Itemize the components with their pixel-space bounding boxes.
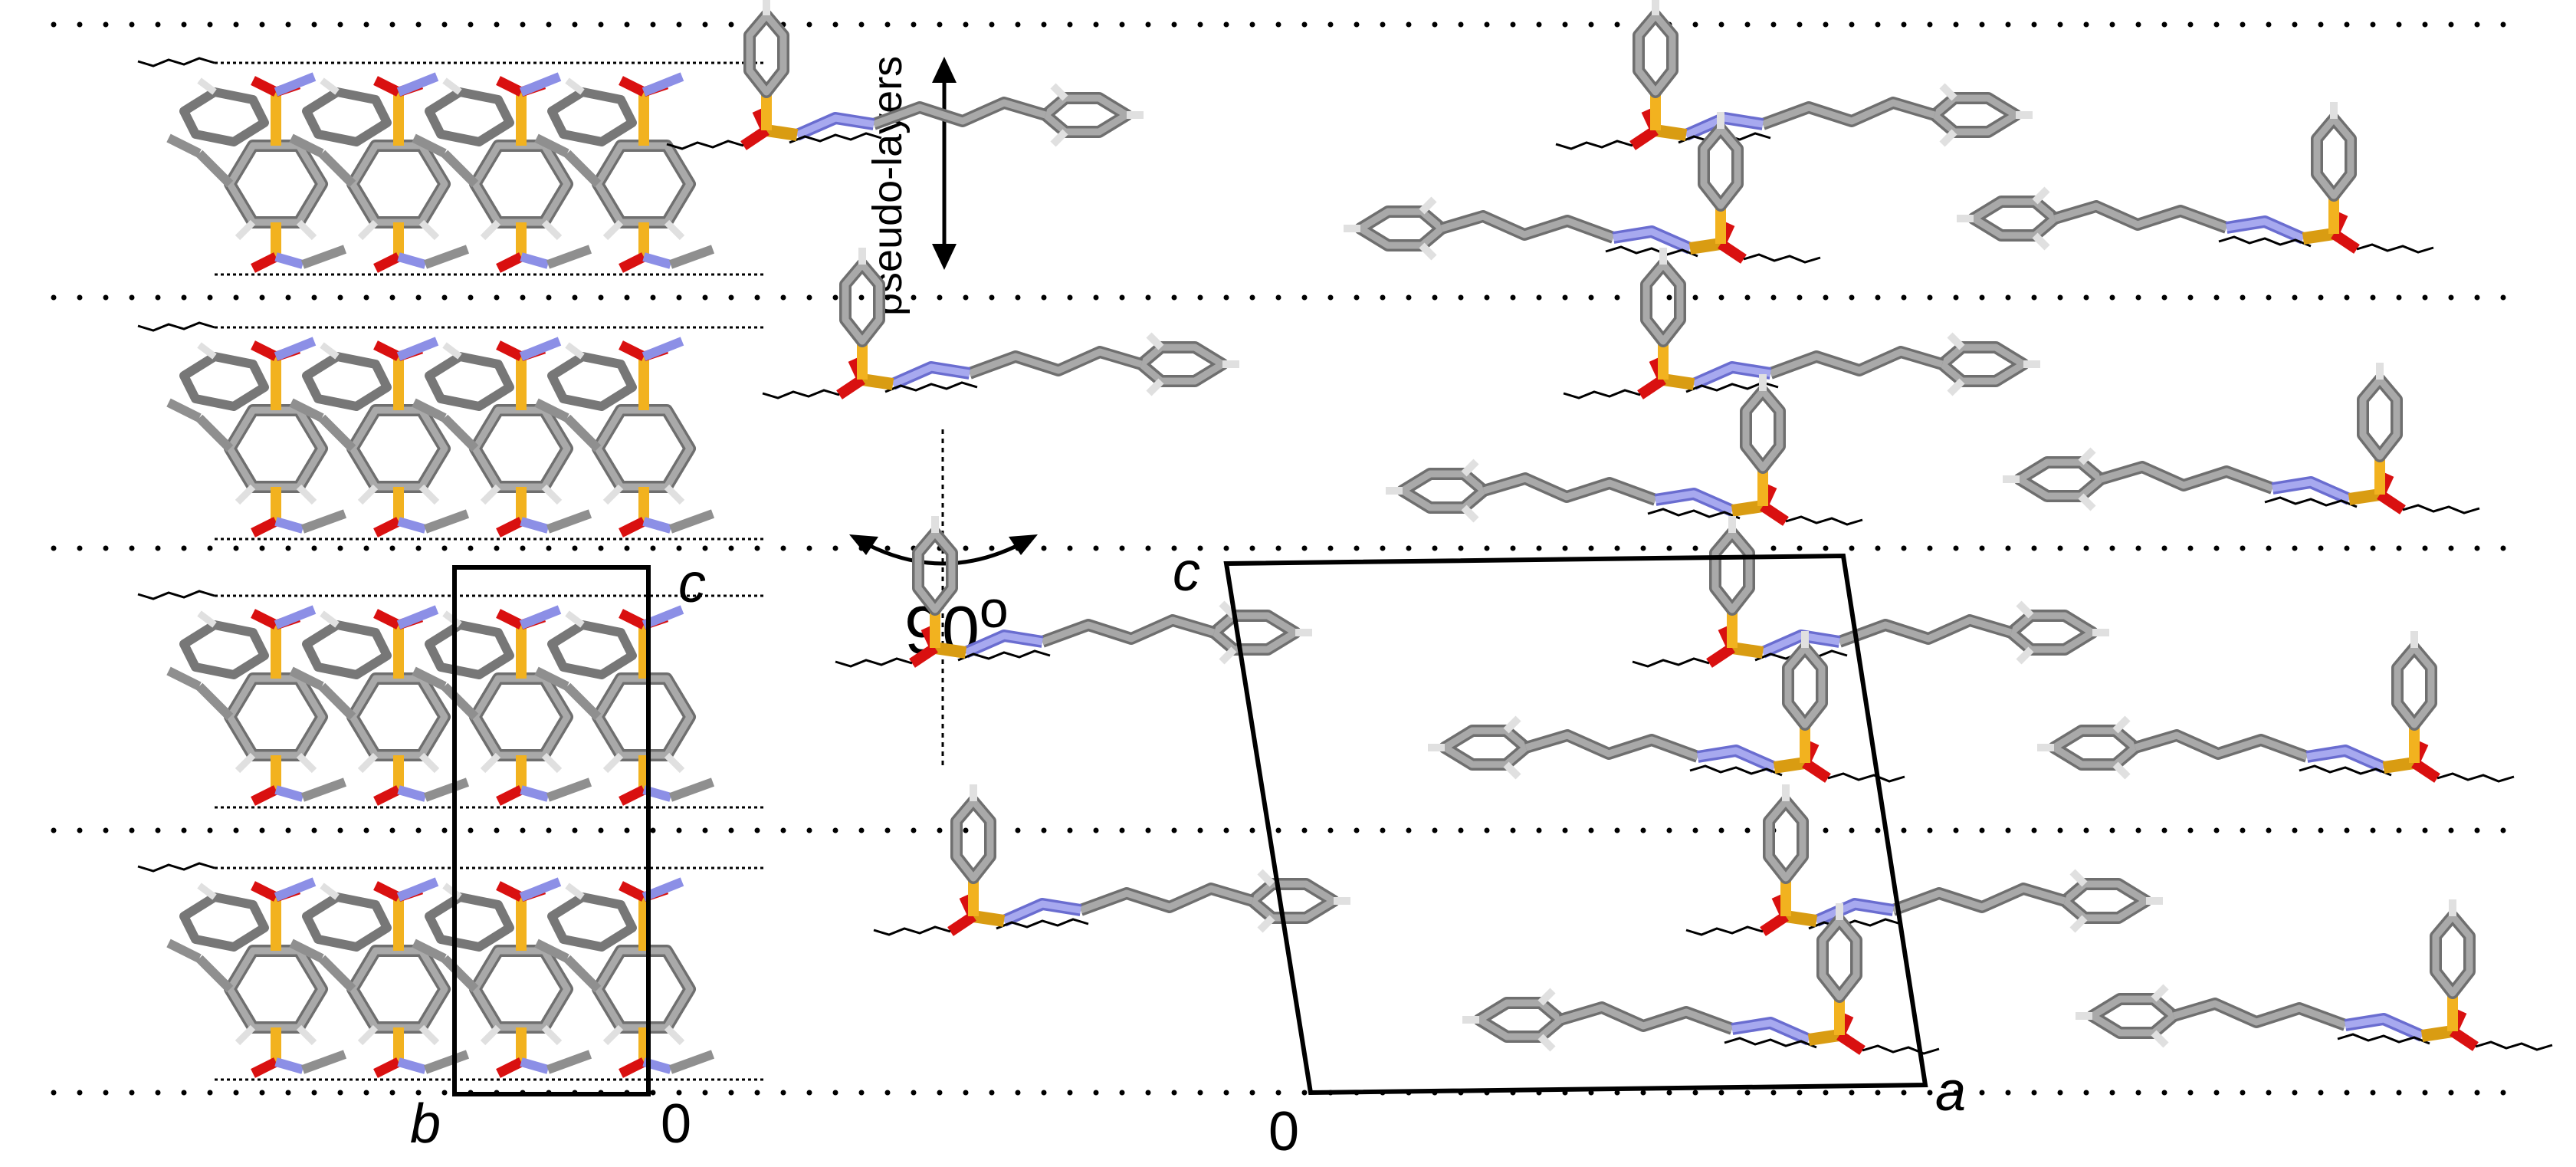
curved-double-arrow-icon (858, 538, 1029, 566)
left-cell-b-label: b (410, 1093, 441, 1155)
arrowhead-up-icon (932, 57, 957, 83)
molecule (1344, 112, 1820, 262)
left-cell-c-label: c (678, 553, 706, 614)
right-packing-view (667, 0, 2552, 1054)
arrowhead-down-icon (932, 244, 957, 270)
molecule (1386, 374, 1862, 524)
left-layer-2 (138, 323, 766, 539)
molecule (2037, 631, 2514, 781)
right-cell-c-label: c (1173, 541, 1200, 603)
molecule (2003, 363, 2479, 513)
right-cell-origin-label: 0 (1268, 1101, 1299, 1162)
molecule (1556, 0, 2033, 149)
molecule (1428, 631, 1905, 781)
molecule (874, 784, 1350, 935)
molecule (1686, 784, 2163, 935)
molecule (1633, 516, 2109, 666)
layer-separators (51, 21, 2532, 1096)
left-unit-cell (452, 565, 651, 1096)
left-layer-1 (138, 58, 766, 274)
arrowhead-right-icon (1009, 534, 1038, 555)
molecule (1564, 248, 2040, 398)
right-unit-cell (1223, 553, 1928, 1096)
left-cell-origin-label: 0 (661, 1093, 691, 1155)
molecule (1957, 102, 2433, 252)
arrowhead-left-icon (849, 534, 878, 555)
molecule (763, 248, 1239, 398)
right-cell-a-label: a (1935, 1061, 1966, 1123)
molecule (2076, 899, 2552, 1050)
